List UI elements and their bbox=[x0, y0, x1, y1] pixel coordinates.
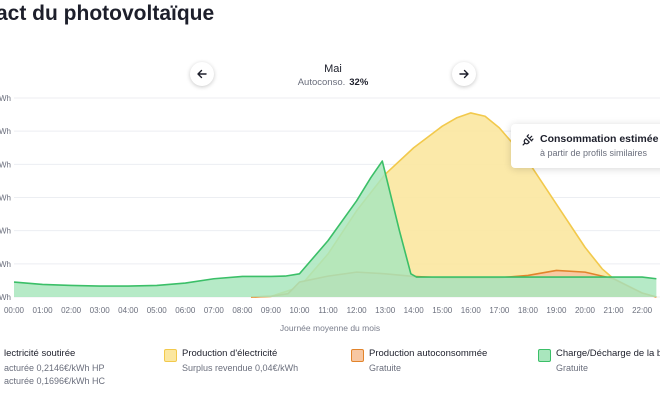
x-tick-label: 10:00 bbox=[289, 306, 310, 315]
legend-subtitle: Surplus revendue 0,04€/kWh bbox=[182, 362, 298, 375]
month-label: Mai bbox=[324, 63, 342, 75]
x-tick-label: 05:00 bbox=[147, 306, 168, 315]
legend-subtitle-line: Gratuite bbox=[369, 363, 402, 373]
autoconso-indicator: Autoconso. 32% bbox=[250, 77, 416, 88]
x-tick-label: 18:00 bbox=[518, 306, 539, 315]
chart-series bbox=[13, 112, 657, 298]
legend-subtitle-line: Gratuite bbox=[556, 363, 589, 373]
x-tick-label: 21:00 bbox=[604, 306, 625, 315]
x-tick-label: 13:00 bbox=[375, 306, 396, 315]
y-tick-label: Wh bbox=[0, 227, 11, 236]
arrow-left-icon bbox=[197, 69, 207, 79]
y-tick-label: Wh bbox=[0, 160, 11, 169]
legend-title: Production autoconsommée bbox=[369, 348, 488, 359]
x-axis-title: Journée moyenne du mois bbox=[279, 323, 381, 333]
y-tick-label: Wh bbox=[0, 194, 11, 203]
battery-area-fill bbox=[14, 161, 657, 297]
legend-title: Charge/Décharge de la b bbox=[556, 348, 660, 359]
x-tick-label: 02:00 bbox=[61, 306, 82, 315]
arrow-right-icon bbox=[459, 69, 469, 79]
next-month-button[interactable] bbox=[452, 62, 476, 86]
production-chart: Wh Wh Wh Wh Wh Wh Wh 00:00 01:00 02:00 03:00 04:00… bbox=[0, 94, 660, 315]
x-tick-label: 04:00 bbox=[118, 306, 139, 315]
y-tick-label: Wh bbox=[0, 127, 11, 136]
x-axis-labels: 00:00 01:00 02:00 03:00 04:00 05:00 06:00 07:00… bbox=[4, 306, 653, 315]
tooltip-title: Consommation estimée bbox=[540, 133, 659, 145]
legend-subtitle: Gratuite bbox=[369, 362, 401, 375]
autoconso-value: 32% bbox=[349, 77, 369, 88]
legend-swatch bbox=[164, 349, 177, 362]
x-tick-label: 12:00 bbox=[347, 306, 368, 315]
tooltip-subtitle: à partir de profils similaires bbox=[540, 148, 648, 158]
battery-area-line bbox=[13, 160, 657, 287]
y-tick-label: Wh bbox=[0, 94, 11, 103]
x-tick-label: 00:00 bbox=[4, 306, 25, 315]
legend-subtitle: Gratuite bbox=[556, 362, 588, 375]
x-tick-label: 19:00 bbox=[546, 306, 567, 315]
legend-subtitle-line: acturée 0,1696€/kWh HC bbox=[4, 376, 106, 386]
autoconso-label: Autoconso. bbox=[297, 77, 346, 88]
legend-swatch bbox=[351, 349, 364, 362]
y-axis-labels: Wh Wh Wh Wh Wh Wh Wh bbox=[0, 94, 11, 302]
x-tick-label: 22:00 bbox=[632, 306, 653, 315]
legend-title: Production d'électricité bbox=[182, 348, 278, 359]
x-tick-label: 17:00 bbox=[489, 306, 510, 315]
page-title: act du photovoltaïque bbox=[0, 2, 215, 25]
plug-icon bbox=[522, 134, 534, 146]
y-tick-label: Wh bbox=[0, 260, 11, 269]
legend-subtitle-line: acturée 0,2146€/kWh HP bbox=[4, 363, 105, 373]
x-tick-label: 01:00 bbox=[33, 306, 54, 315]
x-tick-label: 15:00 bbox=[432, 306, 453, 315]
battery-area bbox=[13, 160, 657, 297]
legend-title: lectricité soutirée bbox=[4, 348, 76, 359]
x-tick-label: 14:00 bbox=[404, 306, 425, 315]
x-tick-label: 11:00 bbox=[318, 306, 338, 315]
x-tick-label: 07:00 bbox=[204, 306, 225, 315]
x-tick-label: 08:00 bbox=[232, 306, 253, 315]
legend-swatch bbox=[538, 349, 551, 362]
consumption-tooltip: Consommation estimée à partir de profils… bbox=[511, 124, 660, 168]
y-tick-label: Wh bbox=[0, 293, 11, 302]
legend-subtitle: acturée 0,2146€/kWh HP acturée 0,1696€/k… bbox=[4, 362, 105, 388]
x-tick-label: 03:00 bbox=[90, 306, 111, 315]
x-tick-label: 09:00 bbox=[261, 306, 282, 315]
x-tick-label: 20:00 bbox=[575, 306, 596, 315]
previous-month-button[interactable] bbox=[190, 62, 214, 86]
x-tick-label: 16:00 bbox=[461, 306, 482, 315]
legend-subtitle-line: Surplus revendue 0,04€/kWh bbox=[182, 363, 299, 373]
x-tick-label: 06:00 bbox=[175, 306, 196, 315]
